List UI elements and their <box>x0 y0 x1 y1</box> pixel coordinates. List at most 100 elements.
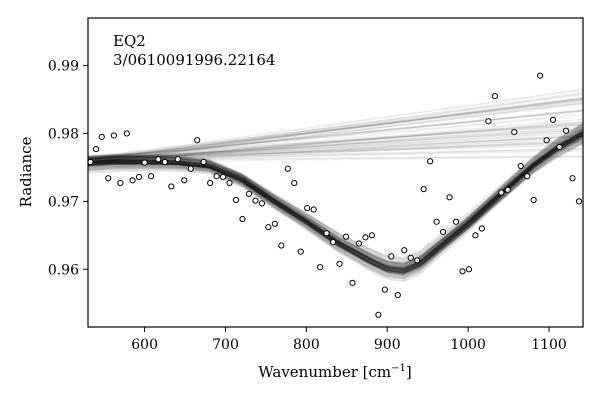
straight-model-line <box>88 143 583 159</box>
data-point <box>194 137 201 144</box>
straight-model-line <box>88 123 583 159</box>
straight-model-line <box>88 136 583 161</box>
x-tick-label: 1000 <box>450 337 486 353</box>
data-point <box>368 232 375 239</box>
data-point <box>388 253 395 260</box>
straight-model-line <box>88 126 583 160</box>
straight-model-line <box>88 98 583 162</box>
straight-model-line <box>88 94 583 161</box>
data-point <box>407 254 414 261</box>
data-point <box>498 189 505 196</box>
data-point <box>239 215 246 223</box>
data-point <box>141 159 148 166</box>
data-point <box>200 158 207 166</box>
data-point <box>433 218 440 225</box>
straight-model-line <box>88 93 583 165</box>
curved-model-line <box>88 123 583 267</box>
straight-model-line <box>88 91 583 162</box>
straight-model-line <box>88 139 583 160</box>
straight-model-line <box>88 120 583 164</box>
straight-model-line <box>88 141 583 160</box>
data-point <box>349 279 356 286</box>
data-point <box>459 268 466 275</box>
x-tick-label: 800 <box>293 337 320 353</box>
straight-model-line <box>88 96 583 165</box>
straight-model-line <box>88 140 583 161</box>
x-tick-label: 600 <box>131 337 158 353</box>
data-point <box>485 118 492 125</box>
data-point <box>323 230 330 237</box>
straight-model-line <box>88 124 583 165</box>
straight-model-line <box>88 127 583 163</box>
data-point <box>517 162 524 170</box>
data-point <box>362 234 369 241</box>
data-point <box>304 205 311 212</box>
data-point <box>491 92 498 100</box>
data-point <box>355 240 363 247</box>
straight-model-line <box>88 98 583 161</box>
data-point <box>105 175 112 182</box>
straight-model-line <box>88 150 583 161</box>
straight-model-line <box>88 137 583 164</box>
data-point <box>174 156 181 163</box>
data-point <box>161 158 168 166</box>
straight-model-line <box>88 109 583 161</box>
straight-model-line <box>88 127 583 163</box>
straight-model-line <box>88 108 583 161</box>
straight-model-line <box>88 100 583 160</box>
data-point <box>117 179 124 187</box>
data-point <box>543 137 550 144</box>
straight-model-line <box>88 133 583 160</box>
data-point <box>394 291 401 299</box>
data-point <box>336 260 343 267</box>
y-ticks: 0.96 0.97 0.98 0.99 <box>48 59 88 278</box>
curved-model-line <box>88 134 583 283</box>
x-tick-label: 700 <box>212 337 239 353</box>
data-point <box>465 266 473 273</box>
straight-model-line <box>88 148 583 160</box>
straight-model-line <box>88 147 583 160</box>
straight-model-line <box>88 109 583 163</box>
data-point <box>575 198 583 205</box>
data-point <box>342 233 350 240</box>
x-ticks: 600 700 800 900 1000 1100 <box>131 327 567 353</box>
data-point <box>537 72 544 79</box>
data-point <box>297 248 304 255</box>
data-point <box>213 173 220 180</box>
model-curves-layer <box>88 88 583 283</box>
data-point <box>258 200 265 207</box>
data-point <box>147 173 155 180</box>
straight-model-line <box>88 142 583 161</box>
straight-model-line <box>88 123 583 158</box>
straight-model-line <box>88 134 583 165</box>
data-point <box>549 116 557 123</box>
data-point <box>226 179 233 187</box>
straight-model-line <box>88 102 583 164</box>
straight-model-line <box>88 88 583 161</box>
data-point <box>478 225 485 232</box>
straight-model-line <box>88 121 583 162</box>
data-point <box>92 145 100 153</box>
y-tick-label: 0.97 <box>48 194 79 210</box>
curved-model-line <box>88 125 583 267</box>
data-point <box>129 177 136 184</box>
straight-model-line <box>88 92 583 163</box>
x-tick-label: 1100 <box>531 337 567 353</box>
data-point <box>556 143 563 151</box>
straight-model-line <box>88 113 583 166</box>
data-point <box>87 158 94 166</box>
data-point <box>245 190 253 197</box>
plot-frame <box>87 17 584 328</box>
data-point <box>271 220 278 227</box>
data-point <box>291 179 298 187</box>
straight-model-line <box>88 97 583 162</box>
straight-model-line <box>88 134 583 166</box>
data-point <box>135 173 143 181</box>
curved-model-line <box>88 135 583 277</box>
data-point <box>524 173 531 180</box>
data-point <box>452 218 460 225</box>
data-point <box>98 133 105 140</box>
data-point <box>569 175 576 182</box>
straight-model-line <box>88 129 583 160</box>
